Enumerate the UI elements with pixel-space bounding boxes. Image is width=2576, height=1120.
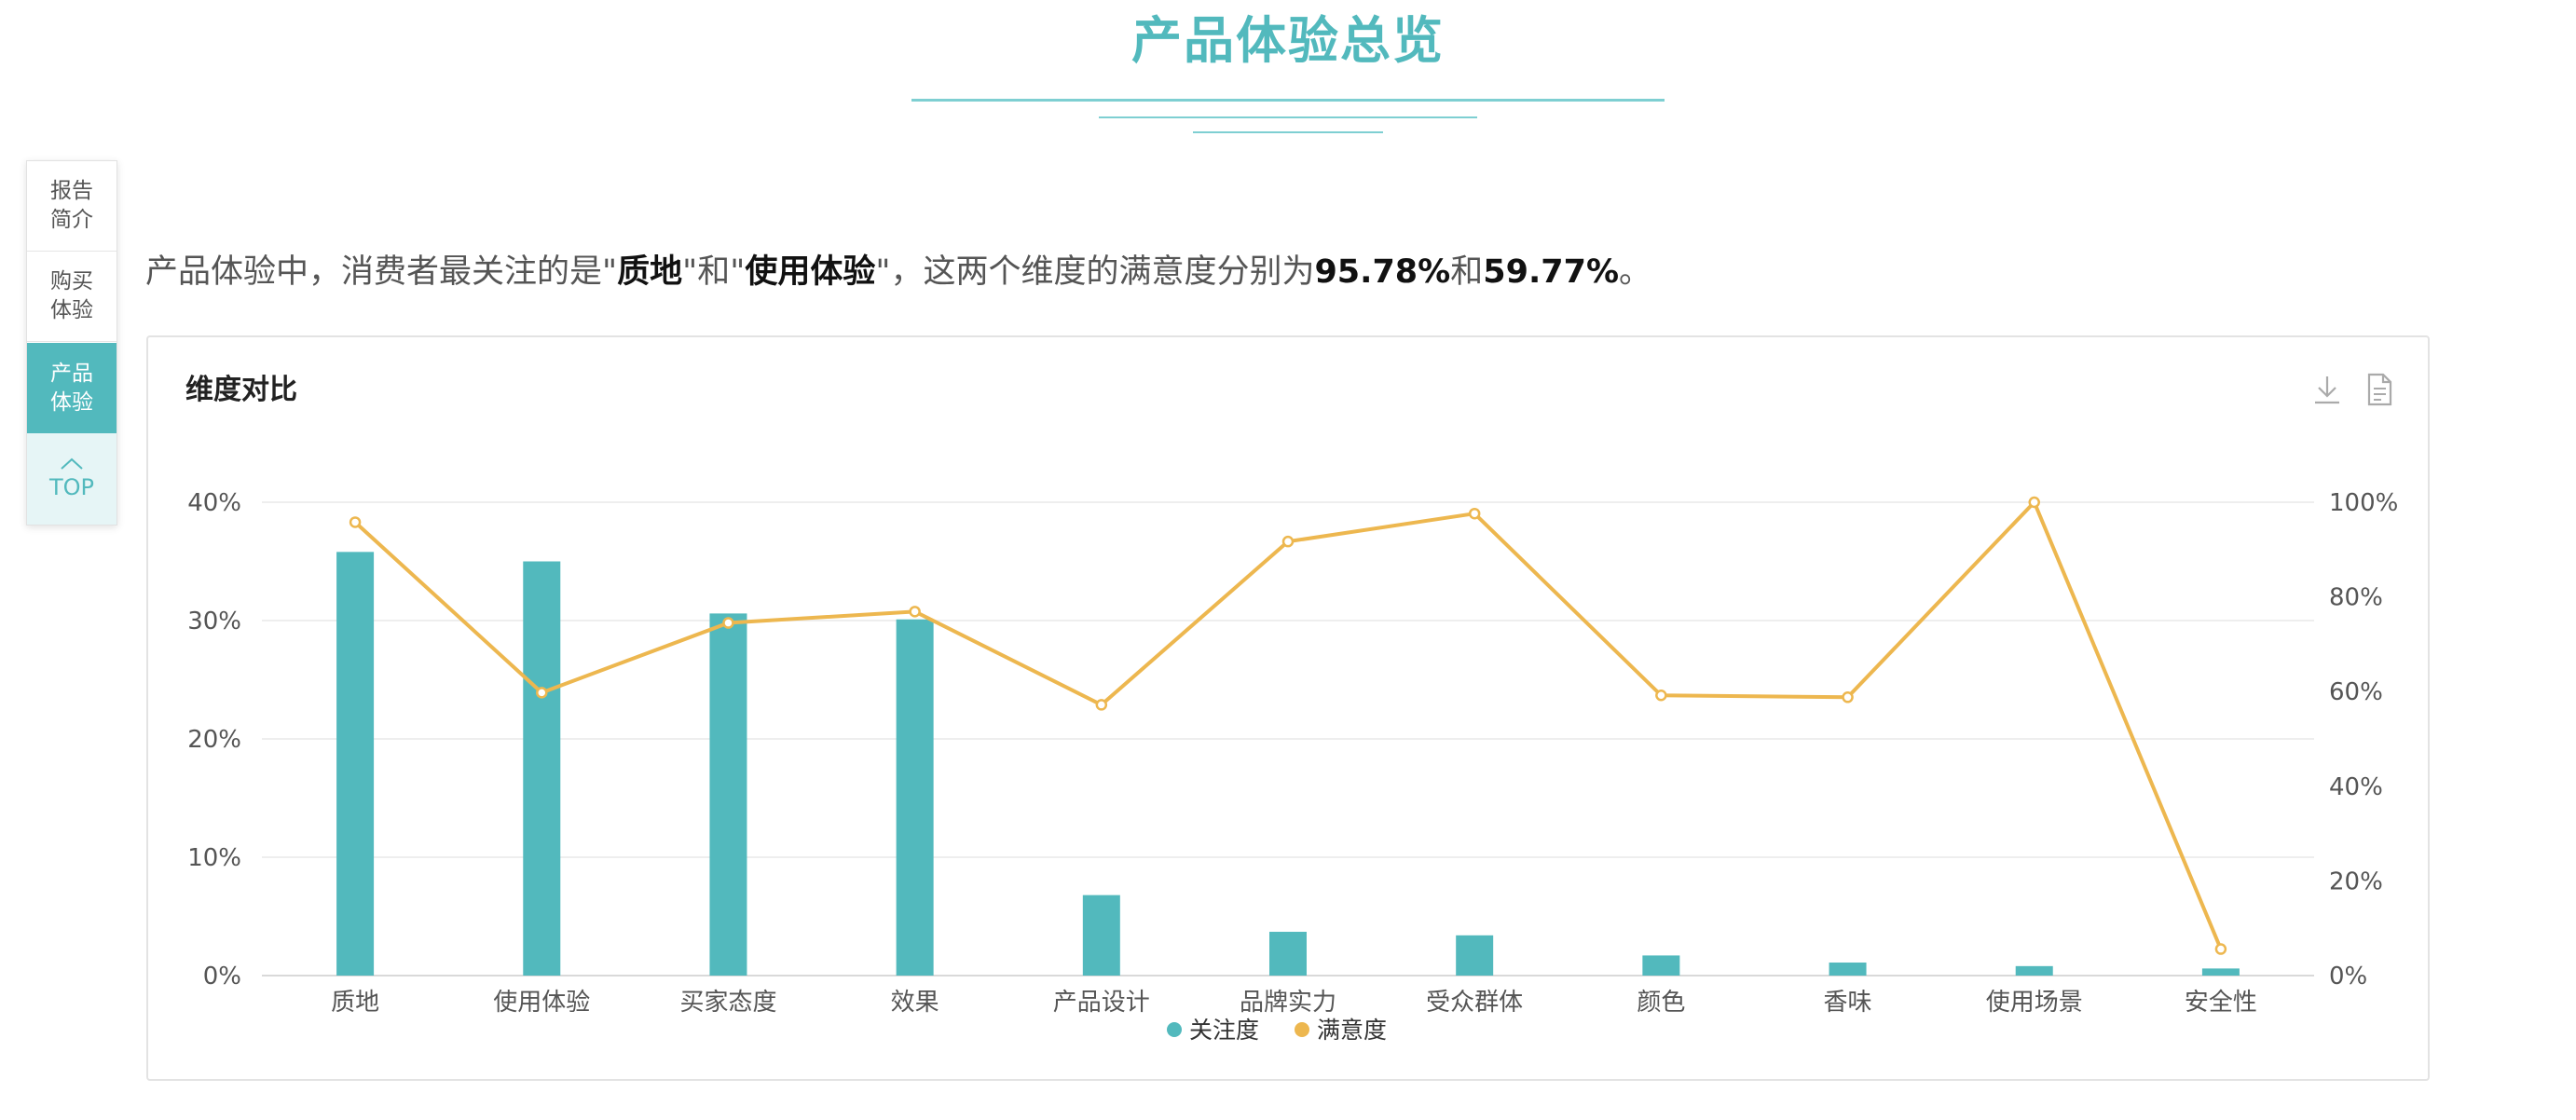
bar-1 bbox=[336, 552, 375, 976]
line-point-6 bbox=[1281, 535, 1295, 548]
chart-card: 维度对比 0% 10% 20% 30% 40% 0% 20% 40% 60% 80% 100% 质地 使… bbox=[146, 335, 2430, 1081]
side-nav-item-label: 产品体验 bbox=[50, 361, 93, 415]
bar-4 bbox=[896, 619, 934, 976]
bar-10 bbox=[2015, 965, 2053, 976]
summary-separator: "和" bbox=[682, 253, 746, 291]
chevron-up-icon bbox=[61, 458, 83, 470]
x-tick-label: 买家态度 bbox=[679, 989, 776, 1017]
y-right-tick-label: 80% bbox=[2329, 584, 2383, 612]
summary-text: 产品体验中，消费者最关注的是"质地"和"使用体验"，这两个维度的满意度分别为95… bbox=[145, 246, 2382, 298]
title-decoration-line bbox=[1193, 131, 1383, 133]
line-point-1 bbox=[349, 516, 362, 528]
header: 产品体验总览 bbox=[0, 0, 2576, 149]
x-tick-label: 产品设计 bbox=[1053, 989, 1150, 1017]
summary-middle: "，这两个维度的满意度分别为 bbox=[875, 253, 1315, 291]
summary-dimension-2: 使用体验 bbox=[745, 253, 876, 291]
bar-3 bbox=[709, 613, 747, 976]
bar-8 bbox=[1642, 955, 1680, 976]
line-point-3 bbox=[722, 617, 734, 629]
legend-marker-satisfaction bbox=[1295, 1022, 1309, 1037]
y-right-tick-label: 0% bbox=[2329, 963, 2367, 990]
bar-11 bbox=[2201, 968, 2240, 976]
line-point-5 bbox=[1095, 699, 1108, 711]
side-nav-item-label: 购买体验 bbox=[50, 269, 93, 322]
chart-title: 维度对比 bbox=[185, 374, 297, 406]
line-point-10 bbox=[2028, 496, 2040, 509]
side-nav-item-product-experience[interactable]: 产品体验 bbox=[27, 343, 116, 433]
back-to-top-button[interactable]: TOP bbox=[27, 433, 116, 525]
document-icon[interactable] bbox=[2361, 371, 2398, 408]
side-nav-item-report-intro[interactable]: 报告简介 bbox=[27, 161, 116, 252]
combo-chart: 0% 10% 20% 30% 40% 0% 20% 40% 60% 80% 100% 质地 使用体验 买家… bbox=[187, 489, 2398, 1044]
title-decoration-line bbox=[1099, 116, 1477, 118]
summary-prefix: 产品体验中，消费者最关注的是" bbox=[145, 253, 618, 291]
x-tick-label: 使用体验 bbox=[493, 989, 590, 1017]
y-right-tick-label: 100% bbox=[2329, 489, 2398, 517]
page-title: 产品体验总览 bbox=[1131, 11, 1445, 70]
y-left-tick-label: 0% bbox=[203, 963, 241, 990]
bar-9 bbox=[1829, 963, 1867, 976]
x-tick-label: 受众群体 bbox=[1426, 989, 1523, 1017]
bar-5 bbox=[1082, 895, 1120, 976]
side-nav-item-purchase-experience[interactable]: 购买体验 bbox=[27, 252, 116, 342]
x-tick-label: 品牌实力 bbox=[1240, 989, 1336, 1017]
line-point-8 bbox=[1655, 690, 1667, 702]
y-left-tick-label: 30% bbox=[187, 608, 241, 635]
x-tick-label: 使用场景 bbox=[1986, 989, 2083, 1017]
y-left-tick-label: 10% bbox=[187, 844, 241, 872]
side-nav: 报告简介 购买体验 产品体验 TOP bbox=[26, 160, 117, 526]
summary-dimension-1: 质地 bbox=[617, 253, 683, 291]
back-to-top-label: TOP bbox=[48, 474, 95, 500]
y-left-tick-label: 40% bbox=[187, 489, 241, 517]
satisfaction-line bbox=[353, 500, 2223, 950]
y-right-tick-label: 60% bbox=[2329, 678, 2383, 706]
summary-suffix: 。 bbox=[1619, 253, 1652, 291]
legend-marker-attention bbox=[1167, 1022, 1182, 1037]
summary-value-1: 95.78% bbox=[1314, 253, 1451, 291]
bar-2 bbox=[523, 561, 561, 976]
download-icon[interactable] bbox=[2309, 371, 2346, 408]
line-point-9 bbox=[1842, 691, 1854, 703]
summary-value-2: 59.77% bbox=[1483, 253, 1620, 291]
line-point-7 bbox=[1468, 507, 1481, 520]
legend-label-attention: 关注度 bbox=[1189, 1017, 1259, 1044]
x-tick-label: 质地 bbox=[331, 989, 379, 1017]
x-tick-label: 颜色 bbox=[1637, 989, 1685, 1017]
y-right-tick-label: 20% bbox=[2329, 867, 2383, 895]
title-decoration-line bbox=[911, 99, 1665, 102]
line-point-2 bbox=[536, 687, 548, 699]
legend-label-satisfaction: 满意度 bbox=[1317, 1017, 1387, 1044]
y-left-tick-label: 20% bbox=[187, 726, 241, 754]
bar-7 bbox=[1456, 935, 1494, 976]
y-right-tick-label: 40% bbox=[2329, 773, 2383, 801]
x-tick-label: 香味 bbox=[1824, 989, 1872, 1017]
summary-and: 和 bbox=[1450, 253, 1484, 291]
x-tick-label: 安全性 bbox=[2185, 989, 2257, 1017]
line-point-11 bbox=[2214, 943, 2227, 955]
x-tick-label: 效果 bbox=[891, 989, 939, 1017]
line-point-4 bbox=[909, 606, 921, 618]
bar-6 bbox=[1269, 932, 1307, 976]
side-nav-item-label: 报告简介 bbox=[50, 179, 93, 232]
